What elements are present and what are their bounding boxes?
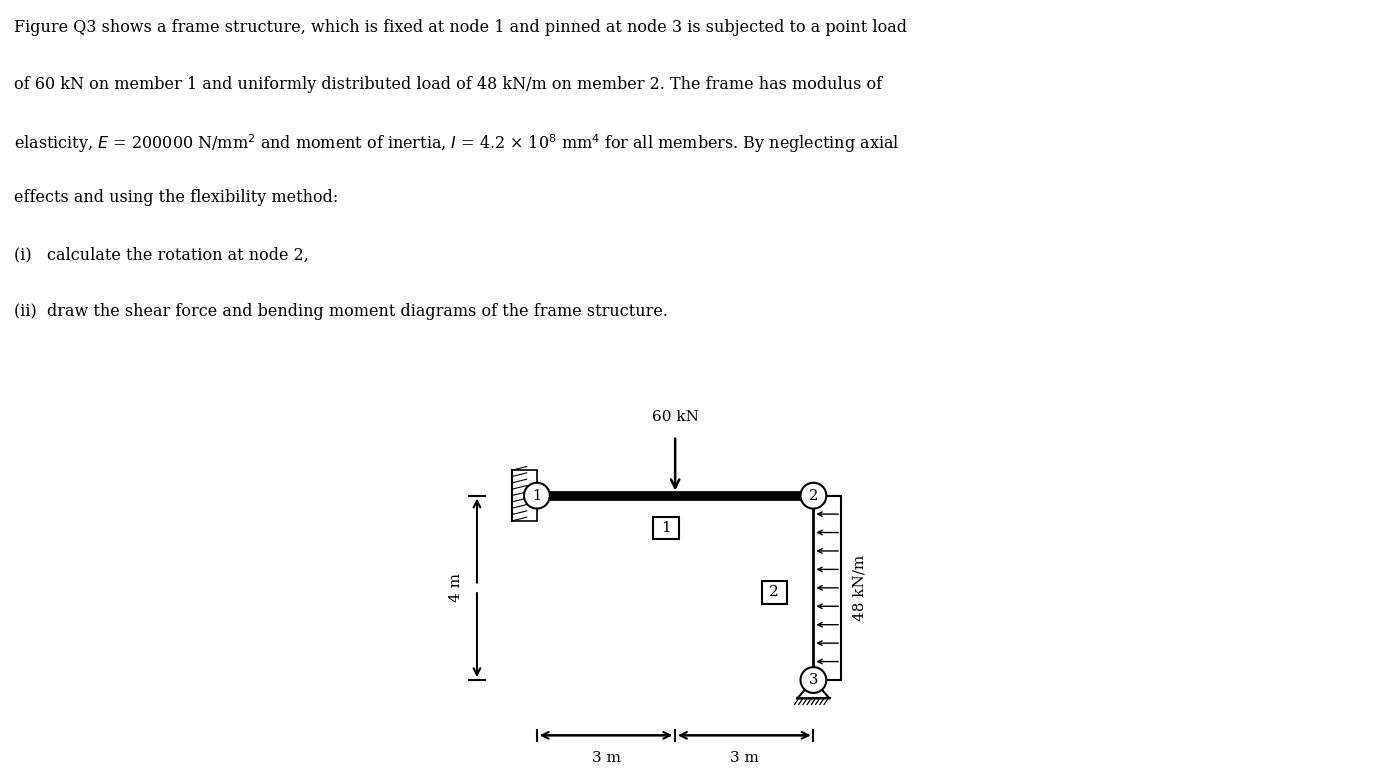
Text: (ii)  draw the shear force and bending moment diagrams of the frame structure.: (ii) draw the shear force and bending mo…	[14, 303, 669, 320]
Text: (i)   calculate the rotation at node 2,: (i) calculate the rotation at node 2,	[14, 246, 309, 263]
Text: elasticity, $E$ = 200000 N/mm$^2$ and moment of inertia, $I$ = 4.2 × 10$^8$ mm$^: elasticity, $E$ = 200000 N/mm$^2$ and mo…	[14, 133, 899, 155]
Circle shape	[800, 483, 827, 509]
Bar	[761, 581, 786, 604]
Text: 1: 1	[662, 521, 671, 535]
Text: 3 m: 3 m	[730, 751, 759, 765]
Text: 2: 2	[809, 488, 818, 502]
Circle shape	[800, 667, 827, 693]
Text: of 60 kN on member 1 and uniformly distributed load of 48 kN/m on member 2. The : of 60 kN on member 1 and uniformly distr…	[14, 76, 882, 93]
Polygon shape	[798, 680, 829, 698]
Circle shape	[524, 483, 549, 509]
Bar	[653, 517, 678, 539]
Text: 1: 1	[533, 488, 541, 502]
Text: 3: 3	[809, 673, 818, 687]
Text: 48 kN/m: 48 kN/m	[853, 555, 867, 621]
Text: 60 kN: 60 kN	[652, 410, 699, 424]
Bar	[512, 470, 537, 521]
Text: 3 m: 3 m	[592, 751, 620, 765]
Text: effects and using the flexibility method:: effects and using the flexibility method…	[14, 190, 338, 206]
Text: Figure Q3 shows a frame structure, which is fixed at node 1 and pinned at node 3: Figure Q3 shows a frame structure, which…	[14, 19, 907, 36]
Text: 4 m: 4 m	[449, 573, 463, 602]
Text: 2: 2	[770, 586, 779, 600]
